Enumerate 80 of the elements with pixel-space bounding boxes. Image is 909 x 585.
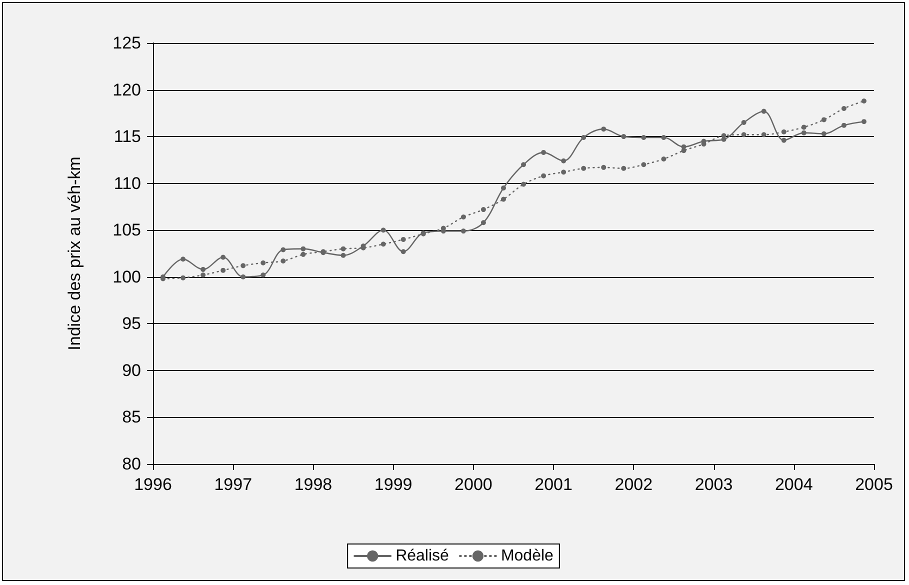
y-tick-label: 90 [122,360,141,380]
point [460,214,466,220]
point [220,254,226,260]
x-tick-label: 2003 [694,475,733,494]
point [561,158,566,164]
x-tick-label: 2002 [614,475,653,494]
point [180,256,186,262]
point [260,272,266,278]
y-tick-label: 105 [112,220,141,240]
y-tick-label: 115 [114,127,141,146]
legend-label: Modèle [500,548,554,564]
point [240,263,246,268]
point [500,196,506,202]
legend-label: Réalisé [396,548,450,564]
point [340,246,346,252]
point [300,252,306,257]
point [460,228,466,234]
x-tick-label: 1996 [134,475,172,494]
point [861,119,866,124]
point [340,252,346,258]
x-tick-label: 2001 [534,475,572,494]
point [380,242,386,247]
point [761,108,766,114]
point [380,228,386,233]
point [480,220,486,226]
point [621,134,626,140]
point [180,275,186,280]
point [761,132,766,138]
point [661,134,666,140]
point [841,122,846,128]
point [561,170,566,175]
point [280,247,286,252]
point [741,132,746,138]
y-tick-label: 95 [122,314,141,334]
y-axis-title: Indice des prix au véh-km [65,156,84,350]
y-tick-label: 125 [112,34,141,52]
point [480,207,486,212]
point [220,268,226,273]
point [521,162,526,168]
point [200,272,206,278]
y-tick-label: 85 [122,408,141,427]
point [781,129,786,134]
x-tick-label: 2000 [454,475,492,494]
x-tick-label: 2005 [855,475,893,494]
point [521,182,526,187]
point [741,120,746,126]
point [541,173,546,178]
point [601,126,606,132]
point [260,260,266,266]
y-tick-label: 110 [114,174,141,193]
point [541,150,546,155]
point [200,266,206,272]
point [400,236,406,242]
point [581,166,586,171]
point [801,130,806,136]
point [500,186,506,191]
point [240,274,246,280]
point [781,138,786,143]
y-tick-label: 120 [112,80,141,100]
x-tick-label: 2004 [774,475,813,494]
y-tick-label: 80 [122,454,141,474]
point [861,98,866,104]
point [641,134,646,140]
point [280,258,286,264]
point [400,249,406,254]
point [681,148,686,154]
point [821,117,826,122]
point [601,164,606,170]
x-tick-label: 1999 [374,475,412,494]
point [581,134,586,140]
y-tick-label: 100 [112,267,141,286]
point [801,124,806,130]
point [621,166,626,171]
point [300,246,306,252]
point [821,131,826,136]
point [661,156,666,162]
point [841,106,846,111]
point [641,162,646,168]
x-tick-label: 1998 [294,475,332,494]
x-tick-label: 1997 [214,475,252,494]
